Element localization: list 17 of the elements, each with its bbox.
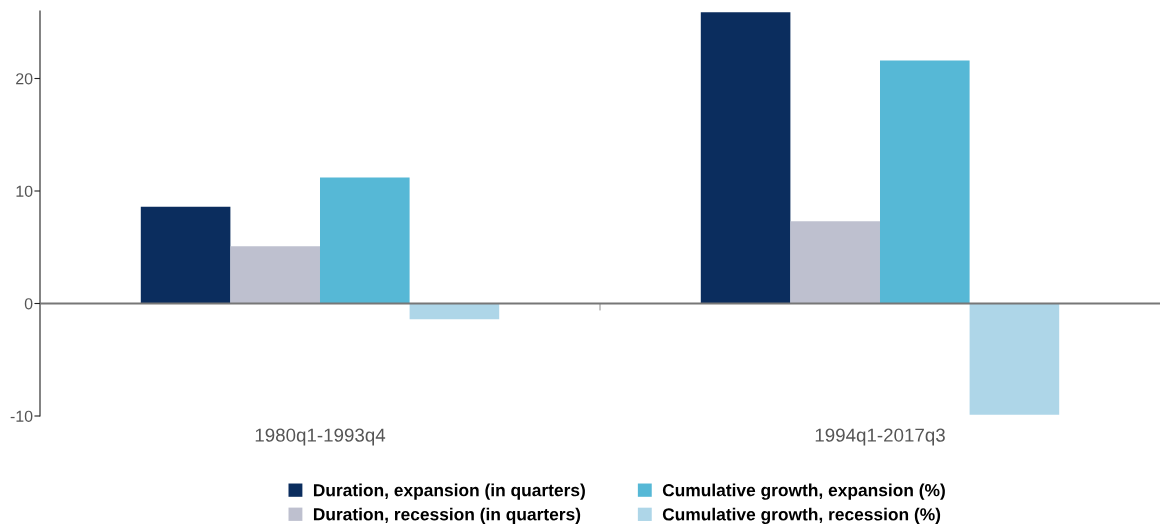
x-tick-label: 1980q1-1993q4	[255, 428, 386, 446]
bar	[790, 221, 880, 304]
legend-label: Duration, recession (in quarters)	[313, 507, 581, 524]
bar	[700, 12, 791, 304]
legend-label: Cumulative growth, recession (%)	[662, 507, 941, 525]
y-tick-label: 20	[16, 73, 33, 85]
legend-label: Duration, expansion (in quarters)	[313, 483, 585, 500]
bar	[969, 303, 1060, 415]
bar	[880, 60, 970, 304]
bar	[320, 177, 410, 304]
y-tick-label: -10	[10, 410, 33, 422]
y-tick-label: 0	[24, 298, 33, 310]
bar	[230, 246, 320, 304]
x-tick-label: 1994q1-2017q3	[815, 428, 945, 446]
legend-label: Cumulative growth, expansion (%)	[662, 483, 945, 500]
y-tick-label: 10	[16, 185, 33, 197]
bar	[140, 206, 231, 304]
